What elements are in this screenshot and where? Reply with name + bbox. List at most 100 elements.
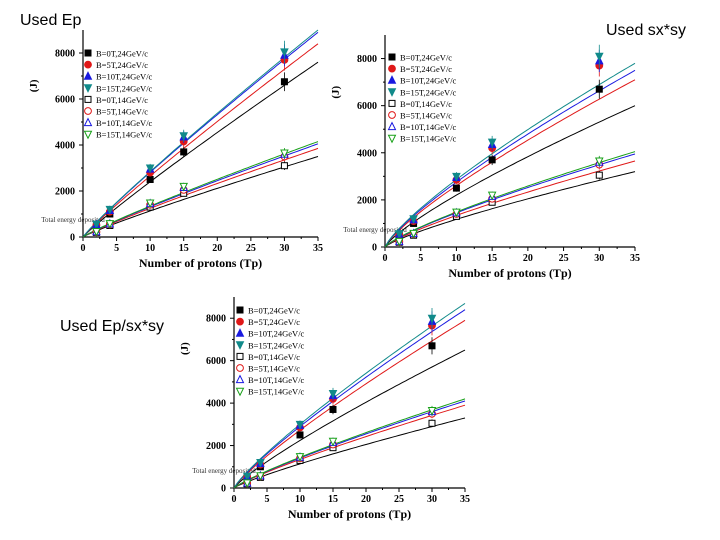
y-tick-label: 4000 — [357, 148, 377, 159]
fit-line — [384, 69, 636, 248]
legend-marker — [388, 53, 396, 61]
x-tick-label: 5 — [114, 243, 119, 254]
legend-label: B=5T,24GeV/c — [400, 64, 452, 74]
data-point — [296, 431, 304, 439]
x-tick-label: 20 — [523, 253, 533, 264]
legend-marker — [84, 60, 92, 69]
x-tick-label: 5 — [418, 253, 423, 264]
legend-label: B=15T,24GeV/c — [248, 340, 305, 350]
y-tick-label: 6000 — [357, 101, 377, 112]
legend-marker — [387, 121, 397, 131]
x-tick-label: 30 — [279, 243, 289, 254]
data-point — [146, 176, 154, 183]
legend-label: B=5T,24GeV/c — [96, 60, 148, 70]
legend-label: B=0T,24GeV/c — [400, 53, 452, 63]
fit-line — [233, 319, 466, 489]
y-tick-label: 6000 — [206, 356, 226, 367]
data-point — [452, 208, 461, 218]
x-tick-label: 30 — [427, 494, 437, 505]
fit-line — [82, 147, 319, 238]
data-point — [427, 407, 437, 416]
x-tick-label: 0 — [81, 243, 86, 254]
legend-marker — [387, 88, 397, 97]
legend-marker — [83, 84, 93, 93]
data-point — [105, 205, 115, 215]
data-point — [409, 229, 418, 239]
legend-label: B=5T,14GeV/c — [400, 111, 452, 121]
x-tick-label: 20 — [361, 494, 371, 505]
legend-marker — [235, 387, 245, 397]
data-point — [179, 132, 189, 141]
y-tick-label: 0 — [372, 243, 377, 254]
data-point — [428, 419, 436, 427]
data-point — [428, 342, 436, 350]
y-tick-label: 0 — [70, 233, 75, 244]
fit-line — [82, 141, 319, 238]
fit-line — [384, 105, 636, 248]
data-point — [594, 157, 604, 167]
legend-marker — [84, 49, 92, 57]
legend-marker — [83, 117, 93, 127]
legend-marker — [388, 99, 396, 107]
legend-label: B=10T,24GeV/c — [96, 72, 153, 82]
data-point — [92, 220, 101, 230]
y-tick-label: 2000 — [206, 441, 226, 452]
data-point — [394, 230, 404, 239]
chart-1: 0 5 10 15 20 25 30 35 0 2000 4000 6000 8000 Number of… — [330, 35, 640, 280]
legend-label: B=15T,14GeV/c — [400, 134, 457, 144]
x-tick-label: 15 — [179, 243, 189, 254]
y-axis-label-rotated: Total energy deposited — [192, 467, 256, 475]
x-tick-label: 10 — [145, 243, 155, 254]
y-axis-label: (J) — [330, 85, 342, 98]
data-point — [145, 164, 155, 174]
legend-marker — [236, 352, 244, 360]
data-point — [329, 405, 337, 413]
legend-marker — [83, 71, 93, 80]
fit-line — [233, 302, 466, 489]
legend-marker — [235, 328, 245, 337]
x-tick-label: 0 — [232, 494, 237, 505]
chart-2: 0 5 10 15 20 25 30 35 0 2000 4000 6000 8000 Number of… — [179, 297, 470, 521]
x-axis-label: Number of protons (Tp) — [448, 266, 571, 280]
x-tick-label: 5 — [265, 494, 270, 505]
legend-label: B=10T,24GeV/c — [248, 329, 305, 339]
x-tick-label: 15 — [487, 253, 497, 264]
fit-line — [233, 417, 466, 489]
fit-line — [384, 79, 636, 248]
data-point — [256, 472, 265, 481]
legend-label: B=5T,24GeV/c — [248, 317, 300, 327]
y-tick-label: 4000 — [206, 399, 226, 410]
x-tick-label: 0 — [383, 253, 388, 264]
fit-line — [82, 29, 319, 238]
data-point — [487, 138, 497, 148]
legend-label: B=0T,14GeV/c — [248, 352, 300, 362]
data-point — [280, 149, 289, 159]
y-axis-label: (J) — [179, 342, 191, 355]
caption-used-sx-sy: Used sx*sy — [606, 22, 687, 39]
legend-label: B=15T,24GeV/c — [96, 83, 153, 93]
data-point — [280, 78, 288, 86]
data-point — [595, 171, 603, 179]
legend-label: B=10T,14GeV/c — [248, 375, 305, 385]
fit-line — [384, 160, 636, 248]
x-tick-label: 10 — [451, 253, 461, 264]
data-point — [280, 162, 288, 170]
legend-label: B=0T,24GeV/c — [96, 49, 148, 59]
legend-marker — [235, 341, 245, 350]
legend-marker — [388, 111, 396, 119]
data-point — [427, 314, 437, 324]
fit-line — [233, 309, 466, 489]
data-point — [328, 437, 338, 447]
legend-marker — [388, 64, 396, 73]
caption-used-ep-sx-sy: Used Ep/sx*sy — [60, 318, 165, 335]
data-point — [594, 52, 604, 62]
data-point — [242, 472, 252, 482]
data-point — [452, 172, 461, 182]
data-point — [595, 85, 603, 93]
data-point — [452, 184, 460, 192]
fit-line — [384, 171, 636, 248]
x-tick-label: 15 — [328, 494, 338, 505]
fit-line — [233, 404, 466, 489]
y-tick-label: 4000 — [55, 141, 75, 152]
x-tick-label: 25 — [559, 253, 569, 264]
